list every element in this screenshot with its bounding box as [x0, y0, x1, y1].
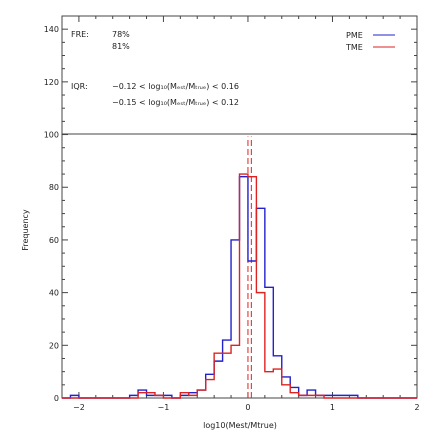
fre-tme-value: 81%: [112, 42, 130, 51]
x-axis-label: log10(Mest/Mtrue): [203, 421, 277, 430]
legend-label-pme: PME: [346, 31, 363, 40]
histogram-series-tme: [62, 173, 417, 399]
iqr-pme: −0.12 < log₁₀(Mₑₛₜ/Mₜᵣᵤₑ) < 0.16: [112, 82, 239, 91]
y-tick-label-4: 80: [49, 183, 59, 192]
iqr-label: IQR:: [71, 82, 88, 91]
y-tick-label-3: 60: [49, 236, 59, 245]
x-tick-label-2: 0: [245, 403, 250, 412]
y-tick-label-1: 20: [49, 341, 59, 350]
x-tick-label-3: 1: [330, 403, 335, 412]
fre-label: FRE:: [71, 30, 89, 39]
x-tick-label-1: −1: [158, 403, 170, 412]
plot-frame: [61, 15, 418, 399]
y-tick-label-6: 120: [44, 78, 59, 87]
iqr-tme: −0.15 < log₁₀(Mₑₛₜ/Mₜᵣᵤₑ) < 0.12: [112, 98, 239, 107]
x-tick-label-4: 2: [414, 403, 419, 412]
y-tick-label-2: 40: [49, 289, 59, 298]
y-axis-label: Frequency: [21, 209, 30, 251]
legend-label-tme: TME: [345, 43, 363, 52]
fre-pme-value: 78%: [112, 30, 130, 39]
x-tick-label-0: −2: [73, 403, 85, 412]
y-tick-label-0: 0: [54, 394, 59, 403]
y-tick-label-5: 100: [44, 131, 59, 140]
histogram-series-pme: [62, 176, 417, 399]
y-tick-label-7: 140: [44, 25, 59, 34]
